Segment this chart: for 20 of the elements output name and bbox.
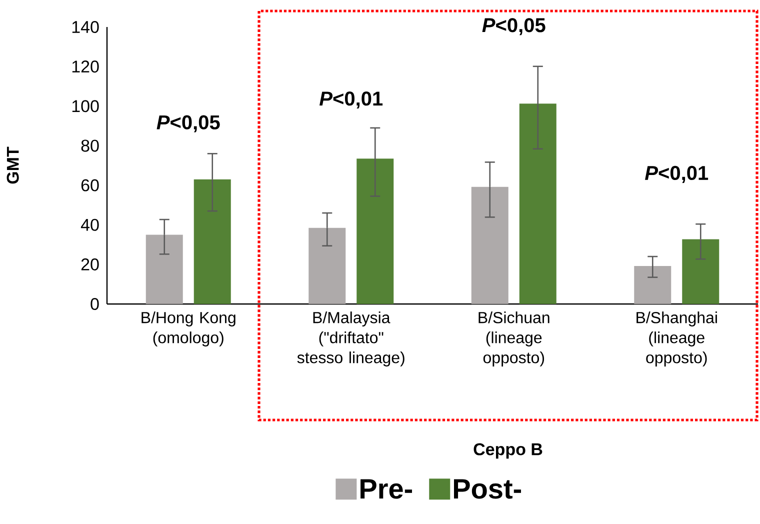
y-tick-label: 60	[81, 179, 99, 192]
y-tick-label: 0	[90, 298, 99, 310]
y-tick-label: 100	[72, 100, 99, 112]
annotation: P<0,05	[482, 18, 546, 36]
x-axis-title: Ceppo B	[474, 443, 542, 459]
y-tick-label: 140	[72, 20, 99, 34]
x-tick-label: B/Hong Kong (omologo)	[142, 312, 236, 346]
annotation: P<0,05	[156, 115, 220, 132]
annotation: P<0,01	[320, 91, 383, 109]
x-tick-label: B/Malaysia ("driftato" stesso lineage)	[297, 312, 404, 366]
y-axis-title: GMT	[6, 146, 19, 184]
x-tick-label: B/Sichuan (lineage opposto)	[478, 312, 550, 366]
y-tick-label: 80	[81, 140, 99, 152]
legend-label: Pre-	[360, 479, 412, 499]
y-tick-label: 20	[81, 258, 99, 270]
y-tick-label: 120	[72, 60, 99, 73]
x-tick-label: B/Shanghai (lineage opposto)	[636, 312, 717, 366]
y-tick-label: 40	[80, 218, 99, 231]
legend-label: Post-	[454, 479, 522, 499]
annotation: P<0,01	[645, 166, 708, 183]
